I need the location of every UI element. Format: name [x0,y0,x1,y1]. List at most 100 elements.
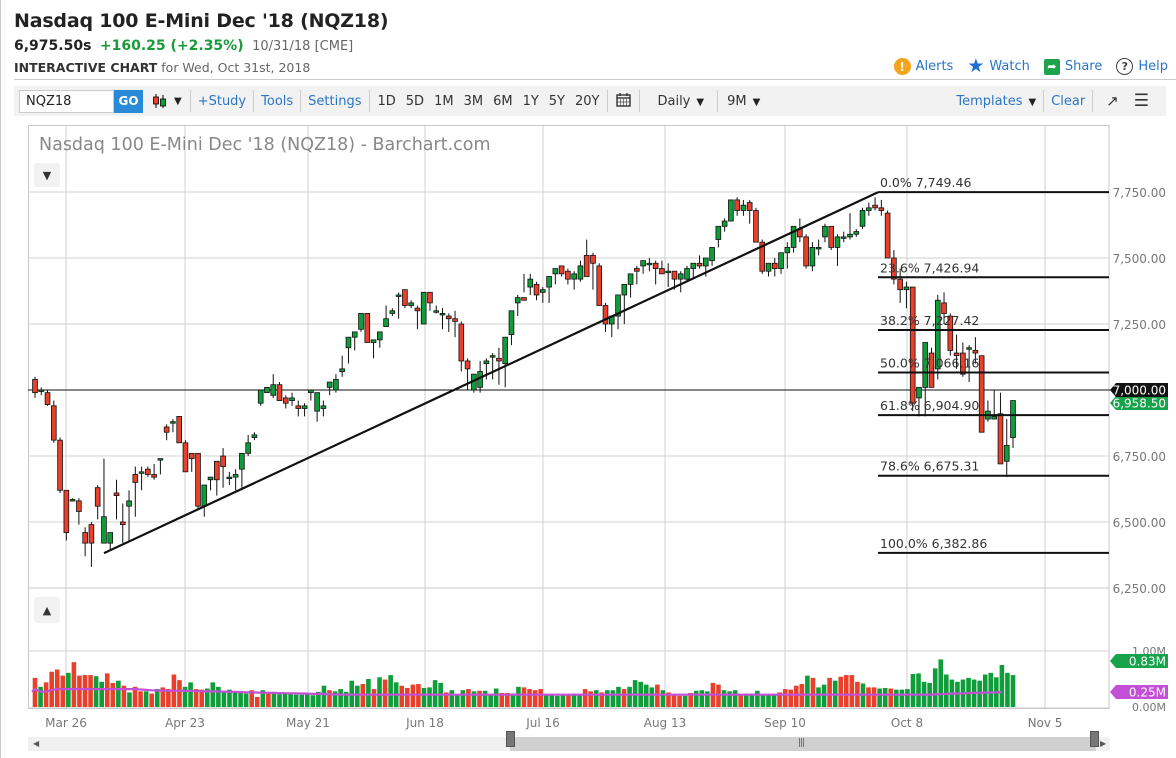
volume-bar [427,687,432,707]
volume-bar [910,673,916,707]
candle-body [364,313,371,343]
volume-bar [43,682,49,707]
volume-bar [110,682,116,707]
volume-bar [877,688,882,707]
range-6m-button[interactable]: 6M [493,93,513,109]
candle-body [38,389,45,392]
settings-button[interactable]: Settings [308,93,362,109]
candle-body [163,426,170,433]
candle-body [201,484,208,507]
candle-body [132,474,139,483]
volume-bar [182,686,188,707]
candle-body [903,286,910,291]
candle-body [257,389,264,404]
volume-bar [677,695,682,707]
watch-button[interactable]: ★ Watch [967,57,1030,76]
price-axis-label: 6,500.00 [1113,516,1166,530]
candle-body [489,355,496,358]
volume-bar [121,685,127,707]
volume-bar [32,677,38,707]
volume-bar [266,693,271,707]
candle-body [866,207,872,211]
menu-button[interactable]: ☰ [1129,91,1154,111]
volume-bar [82,675,88,707]
candle-body [941,302,947,314]
candle-body [1010,400,1016,438]
scroll-right-arrow-icon[interactable]: ▶ [1100,739,1107,748]
range-1y-button[interactable]: 1Y [522,93,539,109]
candle-body [997,413,1004,465]
expand-volume-button[interactable]: ▲ [34,597,60,623]
range-20y-button[interactable]: 20Y [575,93,600,109]
toolbar-divider [189,90,191,112]
volume-bar [582,689,588,707]
period-dropdown[interactable]: 9M ▼ [721,94,765,109]
candle-body [445,315,452,320]
volume-bar [738,694,744,707]
volume-bar [999,665,1005,707]
range-1m-button[interactable]: 1M [434,93,454,109]
templates-dropdown[interactable]: Templates ▼ [952,94,1040,109]
tools-button[interactable]: Tools [261,93,294,109]
price-axis-label: 7,750.00 [1113,186,1166,200]
volume-bar [749,693,755,707]
range-3m-button[interactable]: 3M [463,93,484,109]
templates-label: Templates [956,93,1023,109]
volume-bar [482,690,488,707]
candle-body [859,210,866,227]
volume-bar [377,677,382,707]
candle-body [721,220,728,227]
volume-bar [232,691,238,707]
candle-body [815,247,822,250]
alerts-button[interactable]: ! Alerts [893,58,953,75]
candle-body [339,368,345,372]
share-button[interactable]: ➦ Share [1043,58,1102,75]
chart-subtitle: INTERACTIVE CHART for Wed, Oct 31st, 201… [14,60,310,75]
candle-body [709,247,715,262]
interval-dropdown[interactable]: Daily ▼ [643,94,714,109]
add-study-button[interactable]: +Study [197,93,247,109]
trendline[interactable] [103,191,879,555]
candle-body [565,270,571,280]
chart-type-dropdown[interactable]: ▼ [147,93,187,109]
range-1d-button[interactable]: 1D [377,93,396,109]
fibonacci-level-label: 50.0% 7,066.16 [880,356,979,371]
last-price: 6,975.50s [14,38,92,54]
volume-bar [838,676,844,707]
symbol-input[interactable]: NQZ18 [19,89,114,113]
collapse-button[interactable]: ▼ [34,163,60,187]
candle-body [552,268,559,275]
candle-body [514,297,521,304]
volume-bar [327,690,332,707]
date-axis-label: Nov 5 [1028,716,1063,730]
scrollbar-right-handle[interactable] [1090,731,1099,747]
candle-body [157,458,164,461]
candle-body [176,415,182,444]
go-button[interactable]: GO [114,89,143,113]
volume-bar [477,690,482,707]
help-button[interactable]: ? Help [1116,58,1168,75]
chart-title: Nasdaq 100 E-Mini Dec '18 (NQZ18) - Barc… [39,135,491,155]
volume-bar [138,691,143,707]
range-5y-button[interactable]: 5Y [548,93,565,109]
time-scrollbar-thumb[interactable] [510,737,1096,751]
candle-body [214,460,220,481]
candle-body [571,273,577,280]
scrollbar-left-handle[interactable] [506,731,515,747]
fullscreen-button[interactable]: ↗ [1096,92,1129,110]
volume-bar [60,675,66,707]
range-5d-button[interactable]: 5D [405,93,425,109]
candle-body [1003,445,1010,462]
scroll-left-arrow-icon[interactable]: ◀ [33,739,40,748]
candle-body [464,360,471,370]
price-axis-label: 7,250.00 [1113,318,1166,332]
volume-bar [510,693,516,707]
volume-bar [527,689,532,707]
candle-body [308,389,314,394]
volume-bar [705,691,710,707]
volume-bar [149,693,154,707]
candle-body [377,331,383,341]
clear-button[interactable]: Clear [1051,93,1086,109]
calendar-button[interactable] [611,92,636,111]
